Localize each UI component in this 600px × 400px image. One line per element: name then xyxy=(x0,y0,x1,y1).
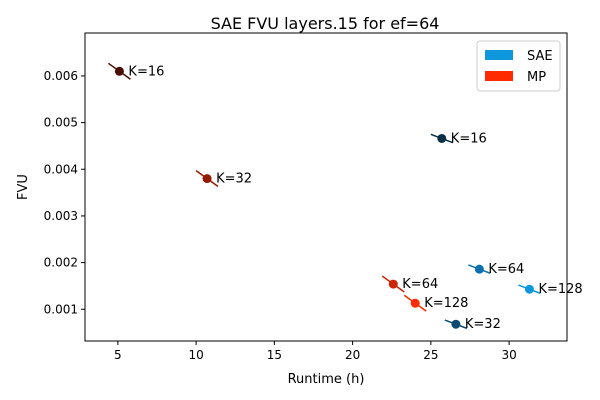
point-label: K=128 xyxy=(538,282,582,297)
point-label: K=128 xyxy=(424,296,468,311)
legend-label: MP xyxy=(527,70,546,85)
x-tick-label: 20 xyxy=(345,348,360,362)
y-tick-label: 0.003 xyxy=(44,209,78,223)
x-tick-label: 30 xyxy=(501,348,516,362)
point-label: K=16 xyxy=(451,131,487,146)
y-axis-label: FVU xyxy=(16,174,31,200)
y-tick-label: 0.002 xyxy=(44,256,78,270)
legend-swatch xyxy=(485,71,513,81)
x-axis-label: Runtime (h) xyxy=(288,372,365,387)
point-label: K=32 xyxy=(465,317,501,332)
x-tick-label: 5 xyxy=(114,348,122,362)
plot-area-frame xyxy=(84,32,568,342)
x-tick-label: 10 xyxy=(188,348,203,362)
series-sae: K=16 K=32 K=64 K=128 xyxy=(430,131,583,332)
x-tick-label: 15 xyxy=(267,348,282,362)
chart-title: SAE FVU layers.15 for ef=64 xyxy=(211,14,440,33)
data-point xyxy=(437,133,447,143)
data-point xyxy=(410,298,420,308)
legend-label: SAE xyxy=(527,49,553,64)
x-axis: 5 10 15 20 25 30 xyxy=(114,341,517,362)
y-tick-label: 0.006 xyxy=(44,69,78,83)
series-mp: K=16 K=32 K=64 K=128 xyxy=(107,62,468,312)
legend-swatch xyxy=(485,50,513,60)
point-label: K=32 xyxy=(216,172,252,187)
y-tick-label: 0.001 xyxy=(44,302,78,316)
data-point xyxy=(388,279,398,289)
data-point xyxy=(202,174,212,184)
data-point xyxy=(524,284,534,294)
point-label: K=16 xyxy=(128,64,164,79)
data-point xyxy=(451,319,461,329)
legend: SAE MP xyxy=(476,40,561,92)
x-tick-label: 25 xyxy=(423,348,438,362)
y-tick-label: 0.005 xyxy=(44,116,78,130)
y-axis: 0.001 0.002 0.003 0.004 0.005 0.006 xyxy=(44,69,85,316)
data-point xyxy=(114,66,124,76)
y-tick-label: 0.004 xyxy=(44,162,78,176)
point-label: K=64 xyxy=(488,262,524,277)
data-point xyxy=(474,264,484,274)
point-label: K=64 xyxy=(402,277,438,292)
